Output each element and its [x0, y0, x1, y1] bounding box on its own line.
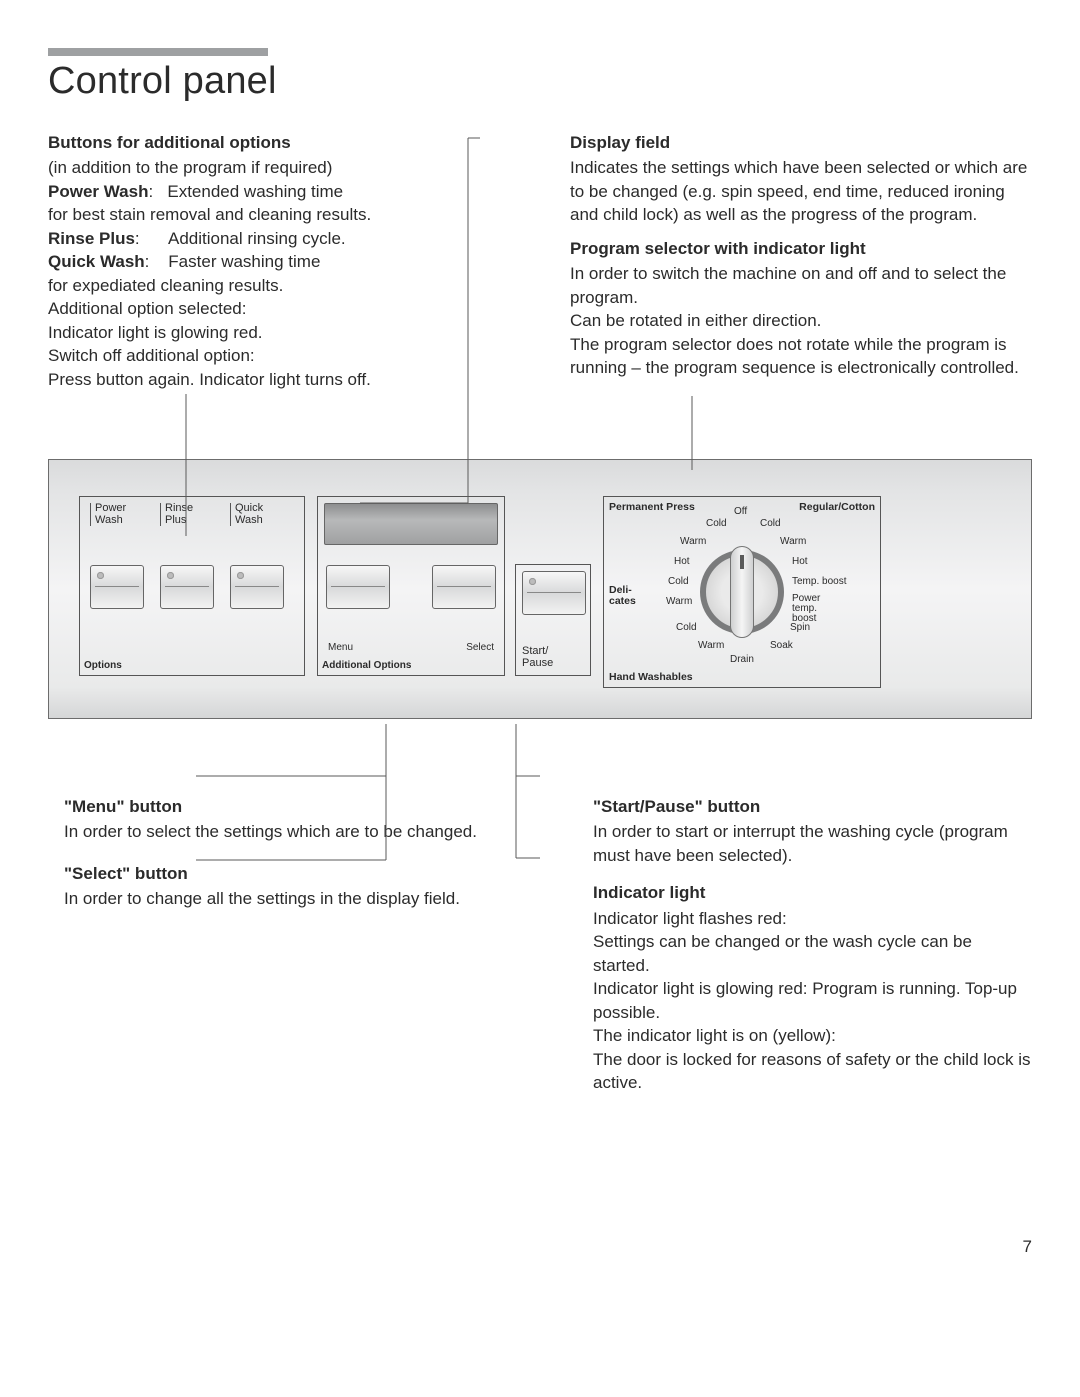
lbl-hand-washables: Hand Washables	[609, 671, 693, 683]
control-panel: Power Wash Rinse Plus Quick Wash Options…	[48, 459, 1032, 719]
tick-power-temp: Power temp. boost	[792, 594, 822, 624]
indicator-line-1: Settings can be changed or the wash cycl…	[593, 930, 1032, 977]
heading-display-field: Display field	[570, 131, 1032, 154]
indicator-line-4: The door is locked for reasons of safety…	[593, 1048, 1032, 1095]
desc-power-wash-1: Extended washing time	[167, 182, 343, 201]
lower-description-columns: "Menu" button In order to select the set…	[48, 789, 1032, 1094]
term-rinse-plus: Rinse Plus	[48, 229, 135, 248]
top-description-columns: Buttons for additional options (in addit…	[48, 131, 1032, 391]
opt-tail-3: Press button again. Indicator light turn…	[48, 368, 510, 391]
start-pause-button[interactable]	[522, 571, 586, 615]
opt-tail-1: Indicator light is glowing red.	[48, 321, 510, 344]
quick-wash-button[interactable]	[230, 565, 284, 609]
desc-power-wash-2: for best stain removal and cleaning resu…	[48, 203, 510, 226]
indicator-line-0: Indicator light flashes red:	[593, 907, 1032, 930]
body-select-button: In order to change all the settings in t…	[64, 887, 503, 910]
start-frame: Start/Pause	[515, 564, 591, 676]
tick-soak: Soak	[770, 640, 793, 651]
term-quick-wash: Quick Wash	[48, 252, 145, 271]
body-start-pause: In order to start or interrupt the washi…	[593, 820, 1032, 867]
title-accent-bar	[48, 48, 268, 56]
tick-drain: Drain	[730, 654, 754, 665]
body-display-field: Indicates the settings which have been s…	[570, 156, 1032, 226]
tick-cold-r: Cold	[760, 518, 781, 529]
select-button[interactable]	[432, 565, 496, 609]
heading-select-button: "Select" button	[64, 862, 503, 885]
panel-diagram-wrap: Power Wash Rinse Plus Quick Wash Options…	[48, 399, 1032, 749]
heading-start-pause: "Start/Pause" button	[593, 795, 1032, 818]
tick-warm-l2: Warm	[666, 596, 692, 607]
tick-off: Off	[734, 506, 747, 517]
desc-quick-wash-2: for expediated cleaning results.	[48, 274, 510, 297]
tick-temp-boost: Temp. boost	[792, 576, 846, 587]
program-selector-frame: Permanent Press Regular/Cotton Deli- cat…	[603, 496, 881, 688]
tick-cold-l: Cold	[706, 518, 727, 529]
start-pause-label: Start/Pause	[522, 645, 553, 669]
term-power-wash: Power Wash	[48, 182, 148, 201]
lbl-delicates: Deli- cates	[609, 585, 636, 607]
tick-warm-l: Warm	[680, 536, 706, 547]
selector-line-1: Can be rotated in either direction.	[570, 309, 1032, 332]
page-number: 7	[1023, 1237, 1032, 1257]
rinse-plus-button[interactable]	[160, 565, 214, 609]
indicator-line-2: Indicator light is glowing red: Program …	[593, 977, 1032, 1024]
tick-warm-r: Warm	[780, 536, 806, 547]
options-corner-label: Options	[84, 660, 122, 671]
body-menu-button: In order to select the settings which ar…	[64, 820, 503, 843]
select-label: Select	[466, 642, 494, 653]
tick-cold-l2: Cold	[668, 576, 689, 587]
options-frame: Power Wash Rinse Plus Quick Wash Options	[79, 496, 305, 676]
menu-button[interactable]	[326, 565, 390, 609]
display-field	[324, 503, 498, 545]
page-title: Control panel	[48, 60, 1032, 103]
desc-quick-wash-1: Faster washing time	[168, 252, 320, 271]
lbl-power-wash: Power Wash	[90, 503, 150, 526]
heading-program-selector: Program selector with indicator light	[570, 237, 1032, 260]
tick-hot-l: Hot	[674, 556, 690, 567]
col-menu-select: "Menu" button In order to select the set…	[48, 789, 503, 1094]
option-row-rinse-plus: Rinse Plus: Additional rinsing cycle.	[48, 227, 510, 250]
option-row-quick-wash: Quick Wash: Faster washing time	[48, 250, 510, 273]
opt-tail-0: Additional option selected:	[48, 297, 510, 320]
display-frame: Menu Select Additional Options	[317, 496, 505, 676]
selector-line-2: The program selector does not rotate whi…	[570, 333, 1032, 380]
lbl-rinse-plus: Rinse Plus	[160, 503, 220, 526]
additional-options-label: Additional Options	[322, 660, 411, 671]
col-buttons-options: Buttons for additional options (in addit…	[48, 131, 510, 391]
heading-menu-button: "Menu" button	[64, 795, 503, 818]
tick-hot-r: Hot	[792, 556, 808, 567]
heading-buttons-options: Buttons for additional options	[48, 131, 510, 154]
menu-label: Menu	[328, 642, 353, 653]
program-dial[interactable]: Off Cold Cold Warm Warm Hot Hot Cold Tem…	[662, 512, 822, 672]
dial-knob[interactable]	[730, 546, 754, 638]
col-display-selector: Display field Indicates the settings whi…	[550, 131, 1032, 391]
col-start-indicator: "Start/Pause" button In order to start o…	[543, 789, 1032, 1094]
tick-cold-l3: Cold	[676, 622, 697, 633]
lbl-quick-wash: Quick Wash	[230, 503, 290, 526]
tick-warm-b: Warm	[698, 640, 724, 651]
heading-indicator-light: Indicator light	[593, 881, 1032, 904]
selector-line-0: In order to switch the machine on and of…	[570, 262, 1032, 309]
desc-rinse-plus: Additional rinsing cycle.	[168, 229, 346, 248]
tick-spin: Spin	[790, 622, 810, 633]
power-wash-button[interactable]	[90, 565, 144, 609]
opt-tail-2: Switch off additional option:	[48, 344, 510, 367]
indicator-line-3: The indicator light is on (yellow):	[593, 1024, 1032, 1047]
option-row-power-wash: Power Wash: Extended washing time	[48, 180, 510, 203]
intro-buttons-options: (in addition to the program if required)	[48, 156, 510, 179]
